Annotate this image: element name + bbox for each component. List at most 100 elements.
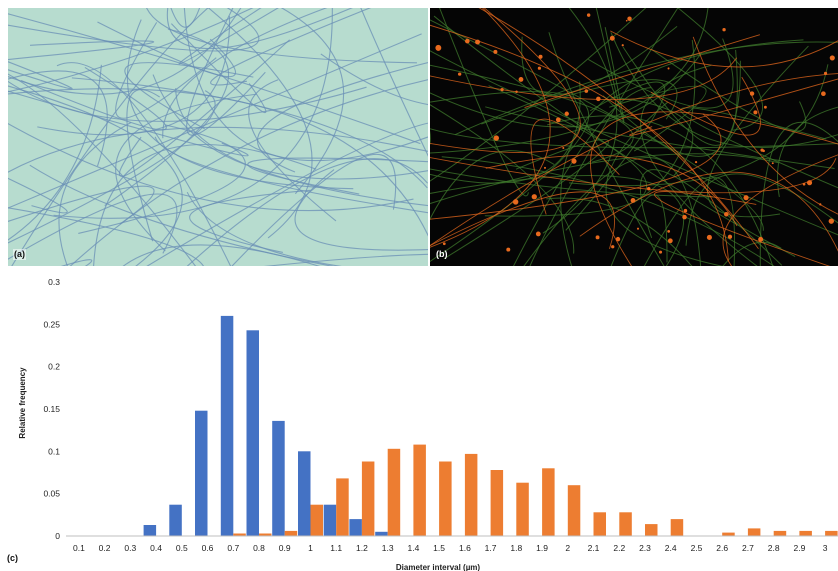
bar-series-2	[284, 530, 298, 536]
fluorescent-bead	[706, 234, 712, 240]
x-tick-label: 1.9	[536, 543, 548, 553]
fluorescent-bead	[749, 91, 755, 96]
bar-series-2	[593, 512, 606, 536]
bar-series-2	[542, 468, 555, 536]
x-tick-label: 1.5	[433, 543, 445, 553]
fiber-strand	[430, 52, 702, 128]
panel-label-a: (a)	[13, 249, 26, 260]
x-tick-label: 0.1	[73, 543, 85, 553]
bar-series-1	[143, 525, 157, 536]
fiber-strand	[8, 177, 68, 214]
fiber-strand	[546, 197, 693, 266]
fiber-strand	[280, 8, 345, 195]
fiber-strand	[602, 60, 741, 157]
fluorescent-bead	[828, 218, 835, 224]
fiber-strand	[118, 39, 291, 177]
fiber-strand	[166, 8, 353, 50]
fiber-strand	[186, 191, 343, 266]
fiber-strand	[692, 36, 838, 215]
x-tick-label: 0.5	[176, 543, 188, 553]
bar-series-2	[799, 530, 812, 536]
fiber-strand	[777, 106, 838, 198]
x-tick-label: 0.8	[253, 543, 265, 553]
fiber-strand	[454, 41, 838, 136]
fluorescent-bead	[531, 194, 537, 200]
y-axis: 0 0.05 0.1 0.15 0.2 0.25 0.3	[43, 277, 60, 541]
x-tick-label: 2	[565, 543, 570, 553]
x-tick-label: 0.6	[202, 543, 214, 553]
fiber-strand	[433, 15, 796, 257]
fiber-strand	[8, 122, 414, 212]
fiber-strand	[146, 8, 417, 64]
bar-series-2	[464, 453, 478, 536]
y-tick-label: 0.1	[48, 446, 60, 456]
fiber-strand	[430, 8, 581, 153]
fiber-strand	[478, 8, 759, 250]
fiber-strand	[8, 80, 367, 122]
brightfield-micrograph: (a)	[8, 8, 428, 266]
fluorescent-bead	[596, 96, 601, 102]
fiber-strand	[430, 191, 615, 250]
fiber-strand	[680, 107, 838, 189]
fiber-strand	[653, 191, 831, 266]
fiber-strand	[115, 22, 217, 119]
fluorescent-bead	[621, 44, 624, 47]
fiber-strand	[430, 8, 551, 248]
x-tick-label: 2.9	[793, 543, 805, 553]
y-axis-title: Relative frequency	[18, 367, 27, 439]
fluorescence-micrograph: (b)	[430, 8, 838, 266]
fiber-strand	[430, 104, 575, 254]
fluorescent-bead	[659, 250, 663, 254]
bar-series-2	[310, 504, 323, 536]
fiber-strand	[71, 77, 428, 189]
fluorescent-bead	[555, 117, 561, 123]
fiber-strand	[565, 81, 666, 231]
fiber-strand	[8, 8, 254, 93]
fiber-strand	[595, 8, 625, 123]
fiber-strand	[430, 8, 709, 154]
bar-series-2	[773, 530, 787, 536]
fluorescent-bead	[722, 28, 726, 32]
fluorescent-bead	[667, 229, 671, 233]
fiber-strand	[162, 8, 328, 139]
fluorescent-bead	[682, 214, 687, 220]
fluorescent-bead	[821, 91, 826, 97]
fiber-strand	[97, 21, 237, 78]
fluorescent-bead	[694, 160, 698, 164]
bar-series-2	[825, 530, 838, 536]
fiber-strand	[360, 8, 428, 157]
fiber-strand	[643, 177, 736, 266]
fiber-strand	[210, 8, 372, 86]
x-tick-label: 2.8	[768, 543, 780, 553]
fiber-strand	[8, 40, 155, 61]
fiber-strand	[8, 64, 102, 241]
fiber-strand	[8, 88, 428, 237]
fiber-strand	[430, 50, 838, 236]
fluorescent-bead	[743, 195, 749, 201]
fluorescent-bead	[512, 199, 519, 205]
fiber-strand	[430, 73, 838, 247]
fluorescent-bead	[584, 89, 589, 93]
fiber-strand	[8, 207, 204, 266]
fiber-strand	[430, 168, 713, 198]
x-axis: 0.1 0.2 0.3 0.4 0.5 0.6 0.7 0.8 0.9 1 1.1 1.2 1.3 1.4…	[66, 535, 838, 553]
fluorescent-bead	[636, 227, 640, 230]
fiber-strand	[69, 79, 428, 266]
fiber-strand	[430, 157, 837, 194]
fiber-strand	[8, 61, 73, 90]
bar-series-2	[619, 512, 632, 536]
fiber-strand	[610, 30, 838, 68]
fluorescent-bead	[667, 238, 673, 244]
fluorescent-bead	[802, 182, 806, 186]
x-tick-label: 1.2	[356, 543, 368, 553]
panel-label-c: (c)	[7, 553, 18, 563]
fluorescent-bead	[500, 87, 504, 92]
fiber-strand	[759, 121, 838, 266]
fiber-strand	[231, 153, 397, 266]
bar-series-1	[349, 519, 362, 536]
x-tick-label: 0.3	[124, 543, 136, 553]
x-tick-label: 0.7	[227, 543, 239, 553]
bar-series-1	[220, 315, 234, 536]
fiber-strand	[546, 115, 774, 266]
fiber-strand	[8, 85, 183, 266]
